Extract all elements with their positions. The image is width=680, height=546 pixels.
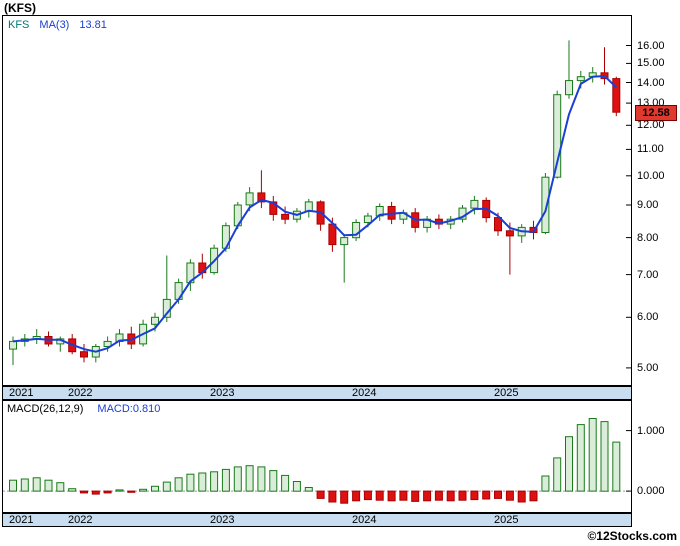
year-label: 2021 xyxy=(9,514,34,526)
year-label: 2025 xyxy=(494,387,519,399)
y-axis-label: 0.000 xyxy=(637,485,665,497)
x-axis-main: 2021 2022 2023 2024 2025 xyxy=(2,386,632,400)
macd-value: MACD:0.810 xyxy=(97,403,161,415)
y-axis-label: 10.00 xyxy=(637,170,665,182)
y-axis-label: 11.00 xyxy=(637,143,664,155)
macd-label: MACD(26,12,9) xyxy=(7,403,84,415)
y-axis-label: 6.00 xyxy=(637,311,659,323)
y-axis-label: 8.00 xyxy=(637,232,659,244)
x-axis-macd: 2021 2022 2023 2024 2025 xyxy=(2,513,632,527)
legend-ma-value: 13.81 xyxy=(79,19,107,31)
y-axis-label: 15.00 xyxy=(637,57,665,69)
y-axis-label: 12.00 xyxy=(637,119,665,131)
macd-y-axis: 0.000 1.000 xyxy=(635,401,680,512)
year-label: 2023 xyxy=(210,514,235,526)
chart-legend: KFS MA(3) 13.81 xyxy=(8,19,117,31)
y-axis-label: 14.00 xyxy=(637,77,665,89)
y-axis-label: 16.00 xyxy=(637,40,665,52)
y-axis-label: 5.00 xyxy=(637,362,659,374)
year-label: 2022 xyxy=(68,387,93,399)
year-label: 2022 xyxy=(68,514,93,526)
last-price-tag: 12.58 xyxy=(635,105,677,121)
year-label: 2024 xyxy=(352,514,377,526)
price-chart xyxy=(9,40,631,369)
y-axis-label: 9.00 xyxy=(637,199,659,211)
year-label: 2025 xyxy=(494,514,519,526)
macd-legend: MACD(26,12,9) MACD:0.810 xyxy=(7,403,174,415)
year-label: 2024 xyxy=(352,387,377,399)
macd-chart-panel: MACD(26,12,9) MACD:0.810 xyxy=(2,400,632,513)
year-label: 2021 xyxy=(9,387,34,399)
y-axis-label: 7.00 xyxy=(637,269,659,281)
page-title: (KFS) xyxy=(4,1,36,15)
credit-link[interactable]: ©12Stocks.com xyxy=(587,529,677,543)
price-y-axis: 12.58 5.00 6.00 7.00 8.00 9.00 10.00 11.00 12.0… xyxy=(635,16,680,385)
y-axis-label: 1.000 xyxy=(637,425,665,437)
macd-chart xyxy=(3,418,631,504)
y-axis-label: 13.00 xyxy=(637,97,665,109)
legend-symbol: KFS xyxy=(8,19,30,31)
price-chart-panel: KFS MA(3) 13.81 xyxy=(2,15,632,386)
legend-ma-label: MA(3) xyxy=(39,19,70,31)
year-label: 2023 xyxy=(210,387,235,399)
